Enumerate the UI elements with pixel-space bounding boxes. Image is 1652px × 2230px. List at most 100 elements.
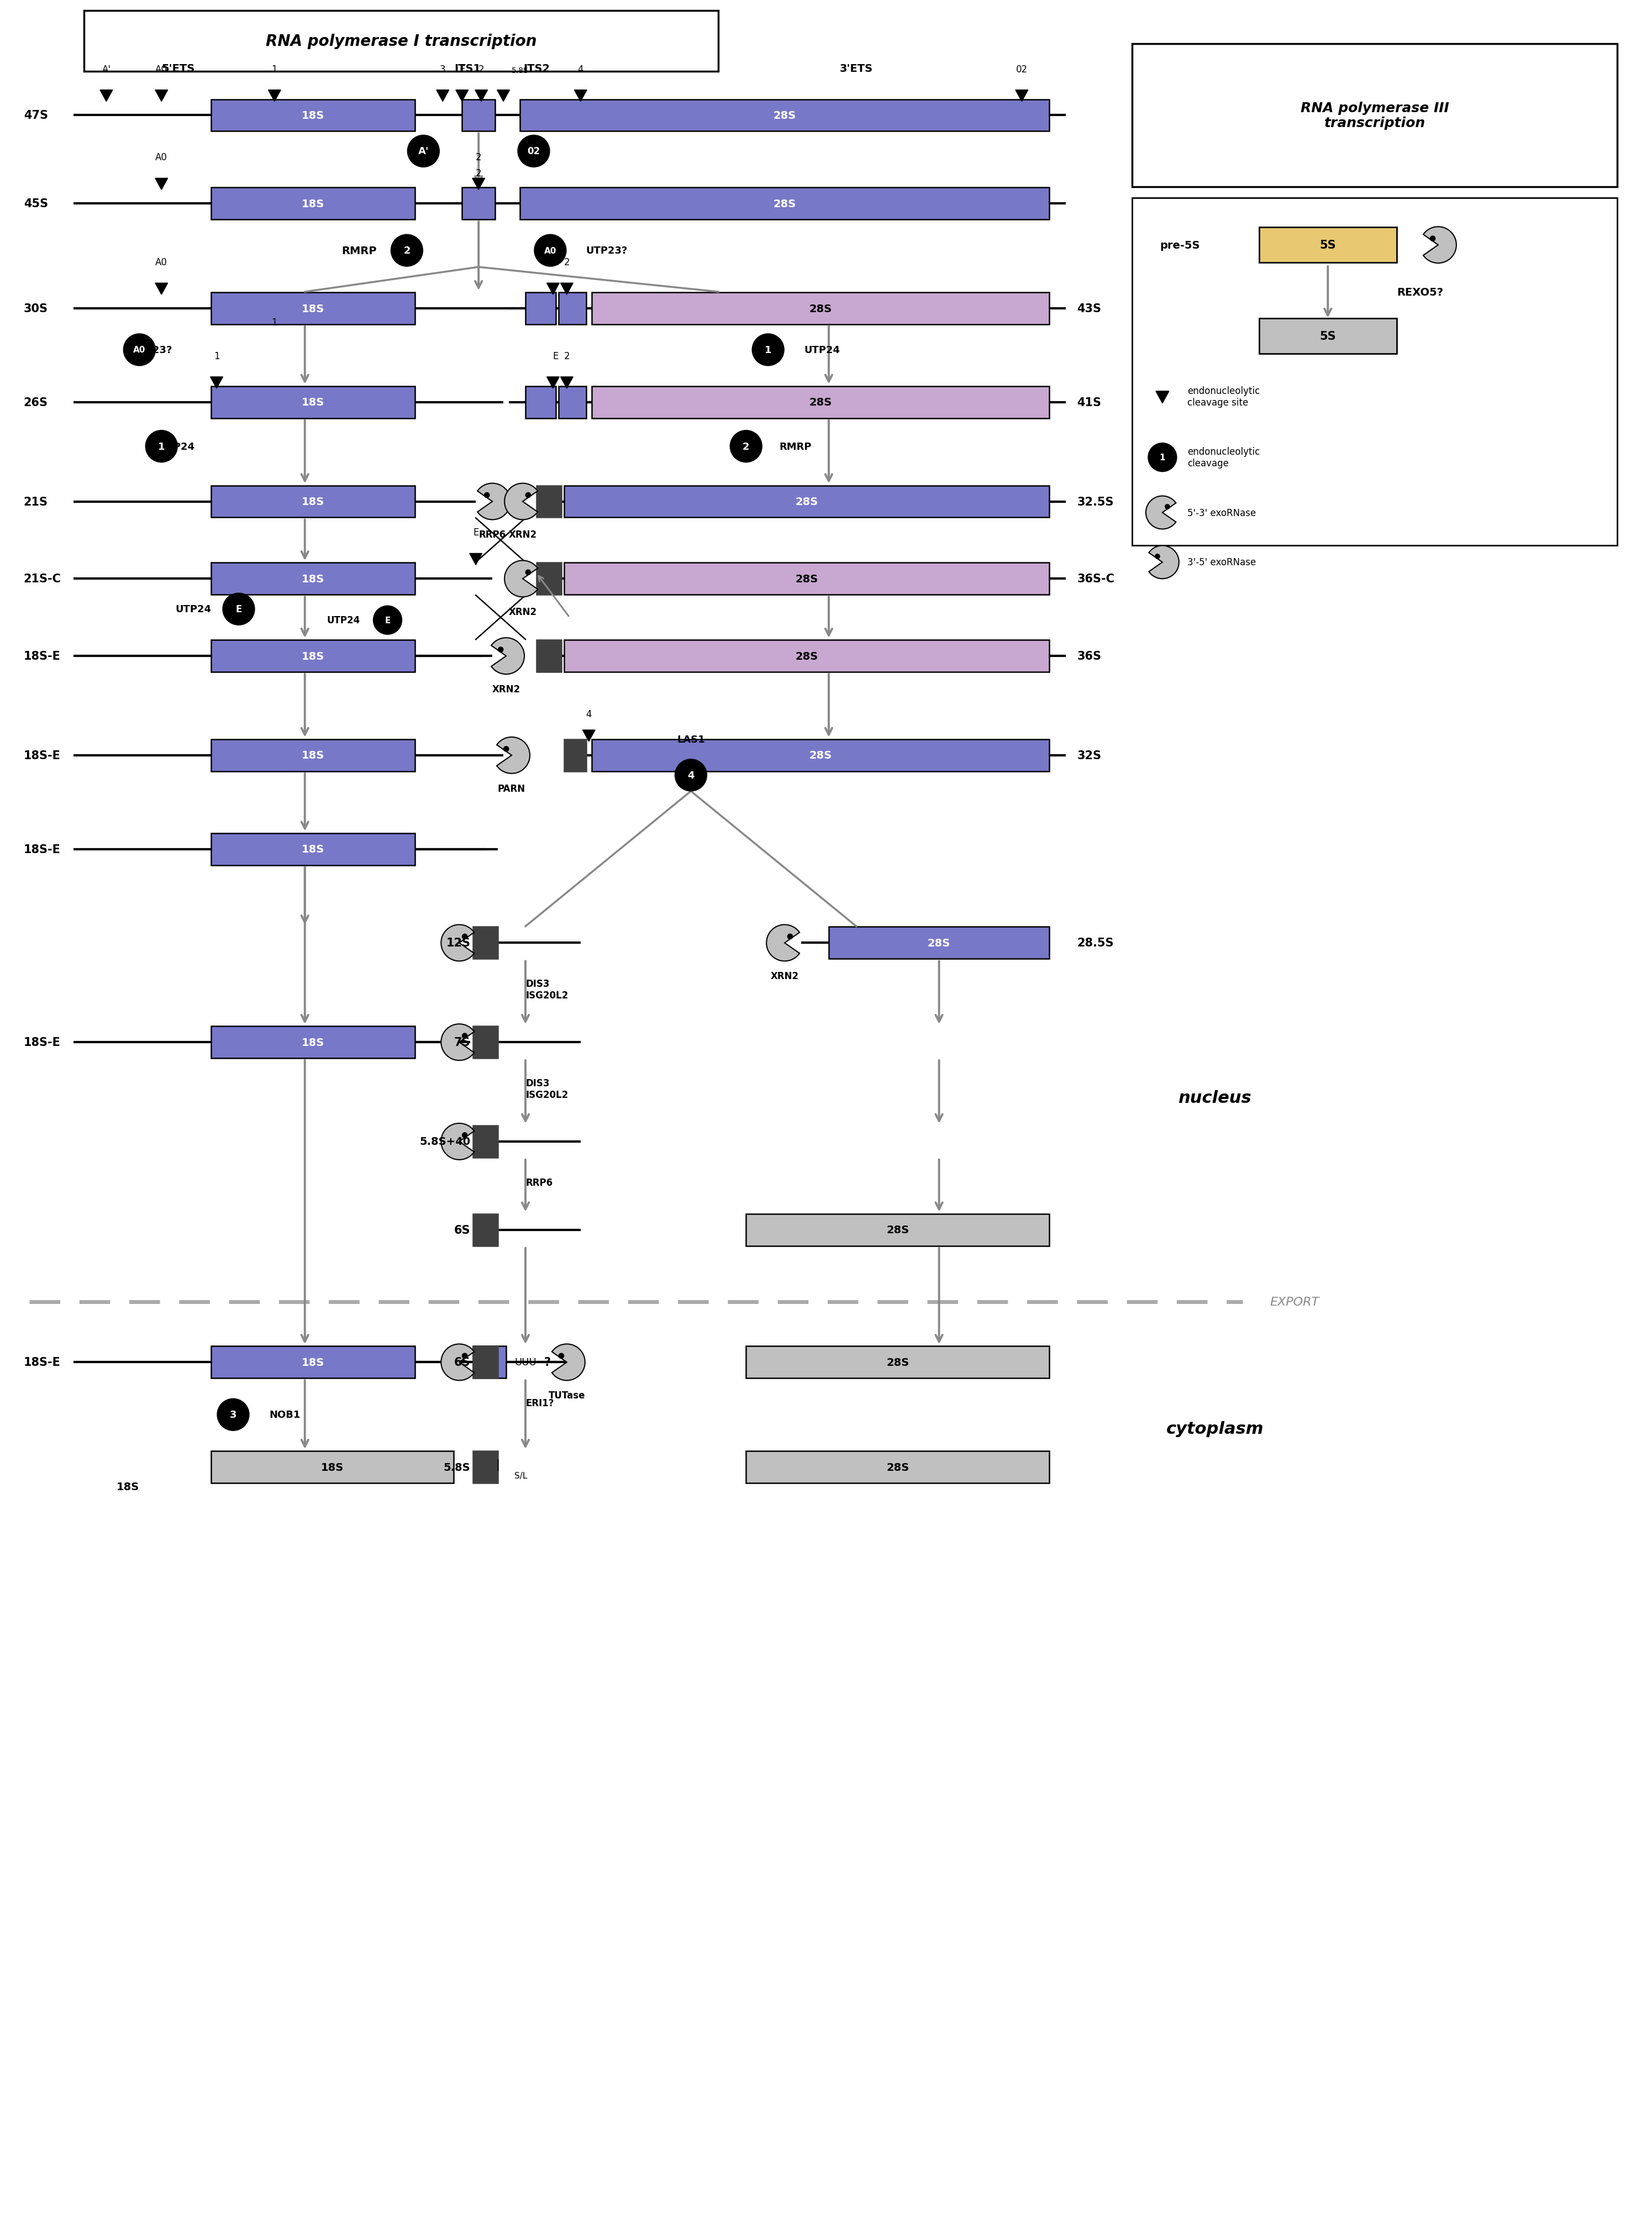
Text: XRN2: XRN2	[770, 972, 800, 981]
Polygon shape	[155, 178, 169, 190]
Bar	[1259, 319, 1398, 355]
Bar	[211, 1452, 454, 1483]
Text: 2: 2	[743, 442, 750, 453]
Circle shape	[484, 493, 489, 497]
Text: RNA polymerase III
transcription: RNA polymerase III transcription	[1300, 100, 1449, 129]
Circle shape	[676, 760, 707, 792]
Text: 18S: 18S	[302, 198, 324, 210]
Polygon shape	[497, 91, 510, 103]
Bar	[211, 740, 415, 772]
Text: S/L: S/L	[514, 1472, 527, 1481]
Text: A0: A0	[155, 65, 167, 74]
Text: RMRP: RMRP	[780, 442, 811, 453]
Text: 2: 2	[563, 256, 570, 268]
Text: 6S: 6S	[454, 1224, 471, 1235]
Text: 32.5S: 32.5S	[1077, 497, 1113, 508]
Circle shape	[463, 1133, 468, 1137]
Bar	[472, 1026, 497, 1059]
Text: UUU: UUU	[514, 1358, 537, 1367]
Text: NOB1: NOB1	[269, 1409, 301, 1421]
Text: 02: 02	[527, 147, 540, 156]
Bar	[591, 292, 1049, 326]
Bar	[463, 187, 496, 221]
Wedge shape	[1148, 546, 1180, 580]
Wedge shape	[441, 1345, 474, 1380]
Text: 26S: 26S	[23, 397, 48, 408]
Bar	[829, 928, 1049, 959]
Polygon shape	[476, 91, 487, 103]
Text: UTP23?: UTP23?	[131, 346, 172, 355]
Circle shape	[145, 430, 177, 462]
Text: 28.5S: 28.5S	[1077, 937, 1113, 948]
Text: DIS3
ISG20L2: DIS3 ISG20L2	[525, 979, 568, 1001]
Text: RRP6: RRP6	[479, 531, 506, 540]
Text: 18S: 18S	[302, 303, 324, 314]
Polygon shape	[547, 377, 560, 388]
Text: 4: 4	[578, 65, 583, 74]
Text: UTP24: UTP24	[805, 346, 839, 355]
Text: |: |	[496, 1458, 501, 1470]
Circle shape	[1165, 504, 1170, 508]
Text: E: E	[459, 65, 464, 74]
Text: 28S: 28S	[795, 651, 818, 662]
Wedge shape	[441, 1124, 474, 1160]
Bar	[520, 100, 1049, 132]
Polygon shape	[1156, 392, 1170, 404]
Text: 18S: 18S	[320, 1463, 344, 1472]
Text: 5'-3' exoRNase: 5'-3' exoRNase	[1188, 508, 1256, 517]
Text: 18S: 18S	[302, 573, 324, 584]
Text: UTP23?: UTP23?	[586, 245, 628, 256]
Text: DIS3
ISG20L2: DIS3 ISG20L2	[525, 1079, 568, 1099]
Text: 6S: 6S	[454, 1356, 471, 1367]
Text: E: E	[236, 604, 241, 615]
Circle shape	[463, 1354, 468, 1358]
Bar	[563, 740, 586, 772]
Text: 3: 3	[439, 65, 446, 74]
Text: A0: A0	[544, 248, 557, 254]
Bar	[1259, 227, 1398, 263]
Text: 5'ETS: 5'ETS	[162, 65, 195, 74]
Text: 2: 2	[403, 245, 410, 256]
Text: 12S: 12S	[446, 937, 471, 948]
Polygon shape	[210, 377, 223, 388]
Text: TUTase: TUTase	[548, 1392, 585, 1400]
Text: 18S: 18S	[117, 1481, 139, 1492]
Text: ?: ?	[544, 1356, 550, 1367]
Text: 4: 4	[586, 709, 591, 720]
Text: 18S: 18S	[302, 1358, 324, 1367]
Text: E: E	[553, 352, 558, 361]
Bar	[747, 1213, 1049, 1247]
Text: 2: 2	[476, 152, 481, 163]
Text: pre-5S: pre-5S	[1160, 241, 1199, 250]
Text: A0: A0	[134, 346, 145, 355]
Text: 28S: 28S	[885, 1358, 909, 1367]
Text: 2: 2	[479, 65, 484, 74]
Text: XRN2: XRN2	[509, 531, 537, 540]
Text: cytoplasm: cytoplasm	[1166, 1421, 1264, 1436]
Text: PARN: PARN	[497, 783, 525, 794]
Bar	[472, 1347, 506, 1378]
Text: 28S: 28S	[928, 939, 950, 948]
Polygon shape	[155, 91, 169, 103]
Text: 5.8S: 5.8S	[443, 1463, 471, 1472]
Text: 5S: 5S	[1320, 241, 1336, 252]
Text: A0: A0	[155, 256, 167, 268]
Polygon shape	[547, 283, 560, 294]
Circle shape	[534, 234, 567, 268]
Text: 18S-E: 18S-E	[23, 1356, 61, 1367]
Circle shape	[1148, 444, 1176, 473]
Text: 21S-C: 21S-C	[23, 573, 61, 584]
Bar	[525, 292, 555, 326]
Text: E: E	[385, 615, 390, 624]
Bar	[472, 1213, 497, 1247]
Bar	[211, 564, 415, 595]
Bar	[563, 640, 1049, 671]
Circle shape	[463, 1032, 468, 1039]
Circle shape	[392, 234, 423, 268]
Text: 18S: 18S	[302, 845, 324, 854]
Bar	[591, 386, 1049, 419]
Bar	[1132, 45, 1617, 187]
Text: 1: 1	[271, 317, 278, 328]
Text: 5.8S: 5.8S	[512, 67, 529, 74]
Text: 21S: 21S	[23, 497, 48, 508]
